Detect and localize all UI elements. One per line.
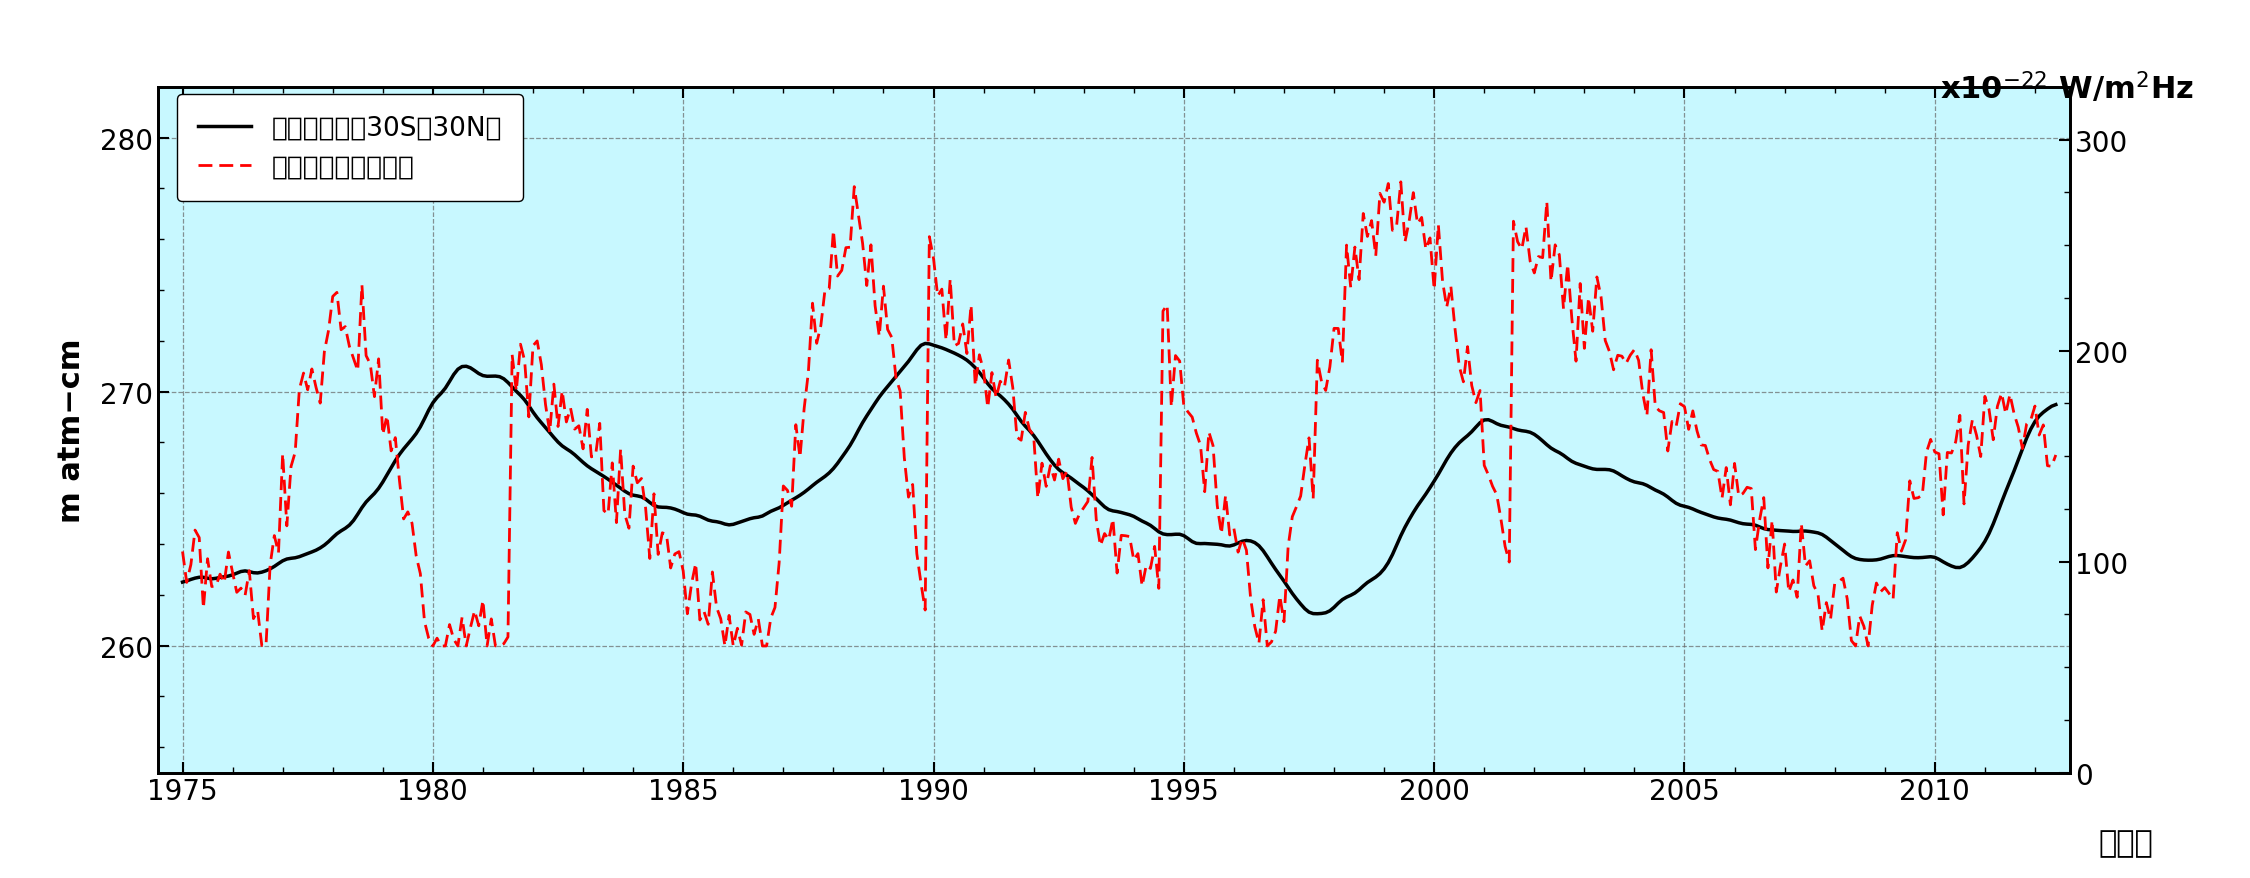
- Y-axis label: m atm−cm: m atm−cm: [56, 338, 86, 522]
- Legend: オゾン全量（30S－30N）, 太陽電波フラックス: オゾン全量（30S－30N）, 太陽電波フラックス: [178, 95, 524, 202]
- Text: x10$^{-22}$ W/m$^2$Hz: x10$^{-22}$ W/m$^2$Hz: [1940, 70, 2194, 105]
- Text: （年）: （年）: [2099, 829, 2153, 857]
